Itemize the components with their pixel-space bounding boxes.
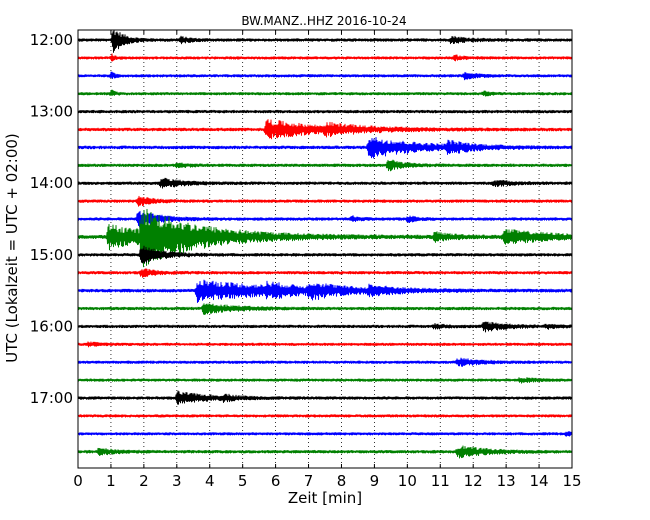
- x-tick-label: 3: [172, 472, 182, 490]
- x-tick-label: 13: [497, 472, 516, 490]
- x-tick-label: 2: [139, 472, 149, 490]
- trace-line: [77, 195, 573, 207]
- x-tick-label: 7: [304, 472, 314, 490]
- trace-line: [77, 303, 573, 315]
- trace-line: [77, 29, 573, 53]
- trace-line: [77, 136, 573, 159]
- trace-line: [77, 89, 573, 97]
- x-tick-label: 14: [530, 472, 549, 490]
- trace-line: [77, 445, 573, 459]
- chart-title: BW.MANZ..HHZ 2016-10-24: [241, 14, 406, 28]
- x-tick-label: 6: [271, 472, 281, 490]
- y-axis-label: UTC (Lokalzeit = UTC + 02:00): [3, 133, 21, 363]
- plot-frame: [77, 29, 573, 469]
- axis-ticks: 0 1 2 3 4 5 6 7 8 9 10 11 12 13 14 1512:0013:0014:0015:…: [30, 30, 582, 490]
- y-tick-label: 12:00: [30, 31, 73, 49]
- trace-line: [77, 390, 573, 405]
- x-axis-label: Zeit [min]: [288, 489, 362, 507]
- trace-line: [77, 268, 573, 278]
- trace-line: [77, 341, 573, 348]
- x-tick-label: 8: [337, 472, 347, 490]
- trace-line: [77, 177, 573, 189]
- trace-line: [77, 245, 573, 264]
- y-tick-label: 14:00: [30, 174, 73, 192]
- x-tick-label: 9: [370, 472, 380, 490]
- x-tick-label: 4: [205, 472, 215, 490]
- trace-line: [77, 430, 573, 437]
- y-tick-label: 13:00: [30, 103, 73, 121]
- trace-line: [77, 109, 573, 114]
- y-tick-label: 17:00: [30, 389, 73, 407]
- trace-line: [77, 279, 573, 304]
- x-tick-label: 15: [562, 472, 581, 490]
- trace-line: [77, 357, 573, 367]
- x-tick-label: 5: [238, 472, 248, 490]
- trace-line: [77, 119, 573, 140]
- y-tick-label: 15:00: [30, 246, 73, 264]
- trace-line: [77, 159, 573, 172]
- trace-line: [77, 321, 573, 333]
- x-tick-label: 0: [73, 472, 83, 490]
- trace-line: [77, 53, 573, 62]
- trace-line: [77, 71, 573, 81]
- trace-line: [77, 377, 573, 384]
- trace-line: [77, 414, 573, 418]
- trace-line: [77, 210, 573, 228]
- y-tick-label: 16:00: [30, 317, 73, 335]
- x-tick-label: 11: [431, 472, 450, 490]
- trace-lines: [77, 29, 573, 459]
- x-tick-label: 10: [398, 472, 417, 490]
- x-tick-label: 12: [464, 472, 483, 490]
- x-tick-label: 1: [106, 472, 116, 490]
- trace-line: [77, 208, 573, 268]
